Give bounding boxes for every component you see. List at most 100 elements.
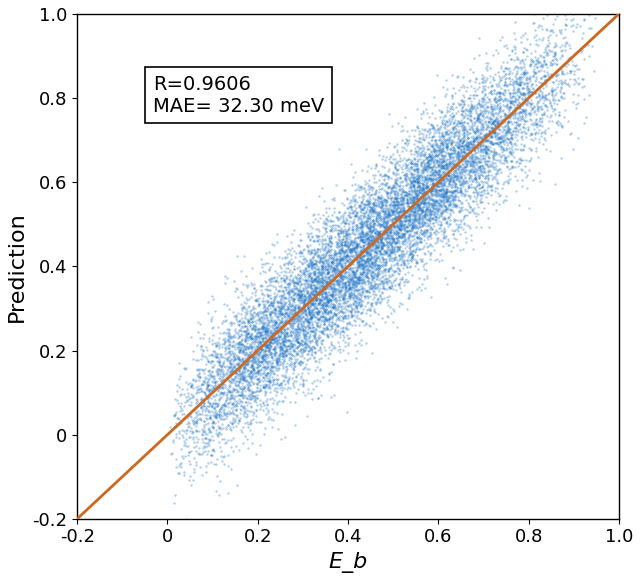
- Point: [391, 234, 401, 243]
- Point: [301, 256, 311, 265]
- Point: [426, 157, 436, 166]
- Point: [417, 183, 428, 192]
- Point: [290, 277, 300, 287]
- Point: [379, 232, 389, 241]
- Point: [298, 293, 308, 303]
- Point: [427, 186, 437, 195]
- Point: [214, 334, 225, 343]
- Point: [314, 264, 324, 274]
- Point: [289, 365, 300, 375]
- Point: [306, 268, 316, 277]
- Point: [294, 286, 305, 295]
- Point: [266, 274, 276, 284]
- Point: [500, 74, 511, 84]
- Point: [385, 303, 396, 312]
- Point: [270, 343, 280, 352]
- Point: [268, 300, 278, 310]
- Point: [266, 342, 276, 351]
- Point: [460, 140, 470, 150]
- Point: [348, 244, 358, 253]
- Point: [301, 300, 311, 310]
- Point: [278, 349, 288, 358]
- Point: [289, 313, 300, 322]
- Point: [367, 202, 377, 212]
- Point: [183, 411, 193, 420]
- Point: [270, 310, 280, 320]
- Point: [488, 150, 498, 160]
- Point: [538, 91, 548, 100]
- Point: [214, 371, 225, 380]
- Point: [300, 331, 310, 340]
- Point: [491, 198, 501, 207]
- Point: [237, 372, 248, 381]
- Point: [300, 327, 310, 336]
- Point: [367, 205, 378, 215]
- Point: [389, 260, 399, 269]
- Point: [221, 370, 232, 379]
- Point: [276, 303, 286, 312]
- Point: [404, 136, 414, 145]
- Point: [264, 317, 274, 327]
- Point: [330, 248, 340, 257]
- Point: [465, 165, 475, 175]
- Point: [403, 160, 413, 169]
- Point: [494, 133, 504, 142]
- Point: [393, 200, 403, 209]
- Point: [355, 297, 365, 306]
- Point: [442, 187, 452, 197]
- Point: [443, 171, 453, 180]
- Point: [420, 164, 430, 173]
- Point: [386, 263, 396, 272]
- Point: [515, 103, 525, 113]
- Point: [484, 181, 494, 190]
- Point: [297, 260, 307, 269]
- Point: [346, 259, 356, 268]
- Point: [545, 46, 555, 55]
- Point: [306, 292, 316, 302]
- Point: [508, 82, 518, 92]
- Point: [328, 258, 339, 267]
- Point: [227, 419, 237, 428]
- Point: [230, 368, 241, 378]
- Point: [333, 230, 344, 239]
- Point: [359, 200, 369, 209]
- Point: [373, 220, 383, 230]
- Point: [261, 327, 271, 336]
- Point: [308, 237, 319, 246]
- Point: [389, 202, 399, 212]
- Point: [227, 362, 237, 371]
- Point: [314, 271, 324, 281]
- Point: [243, 378, 253, 387]
- Point: [265, 338, 275, 347]
- Point: [415, 184, 425, 193]
- Point: [296, 326, 306, 335]
- Point: [392, 200, 402, 209]
- Point: [449, 193, 460, 202]
- Point: [304, 307, 314, 316]
- Point: [399, 224, 410, 234]
- Point: [303, 233, 314, 242]
- Point: [276, 309, 287, 318]
- Point: [417, 146, 427, 155]
- Point: [226, 376, 236, 386]
- Point: [477, 146, 488, 155]
- Point: [419, 228, 429, 237]
- Point: [357, 281, 367, 291]
- Point: [468, 143, 478, 152]
- Point: [264, 357, 274, 367]
- Point: [395, 277, 405, 287]
- Point: [220, 368, 230, 378]
- Point: [315, 320, 325, 329]
- Point: [414, 223, 424, 232]
- Point: [431, 135, 441, 144]
- Point: [424, 150, 434, 159]
- Point: [471, 193, 481, 202]
- Point: [379, 240, 389, 249]
- Point: [177, 451, 187, 461]
- Point: [339, 241, 349, 250]
- Point: [325, 264, 335, 273]
- Point: [468, 197, 478, 206]
- Point: [228, 392, 239, 401]
- Point: [485, 78, 495, 87]
- Point: [465, 153, 476, 162]
